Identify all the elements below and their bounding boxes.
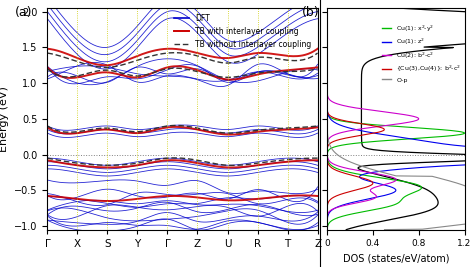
Legend: Cu(1): x$^2$-y$^2$, Cu(1): z$^2$, Cu(2): b$^2$-c$^2$, {Cu(3),Cu(4)}: b$^2$-c$^2$: Cu(1): x$^2$-y$^2$, Cu(1): z$^2$, Cu(2):… [381, 22, 463, 84]
Y-axis label: Energy (eV): Energy (eV) [0, 86, 9, 152]
Legend: DFT, TB with interlayer coupling, TB without interlayer coupling: DFT, TB with interlayer coupling, TB wit… [172, 12, 314, 51]
Text: (a): (a) [15, 6, 33, 19]
Text: (b): (b) [302, 6, 320, 19]
X-axis label: DOS (states/eV/atom): DOS (states/eV/atom) [343, 254, 449, 264]
